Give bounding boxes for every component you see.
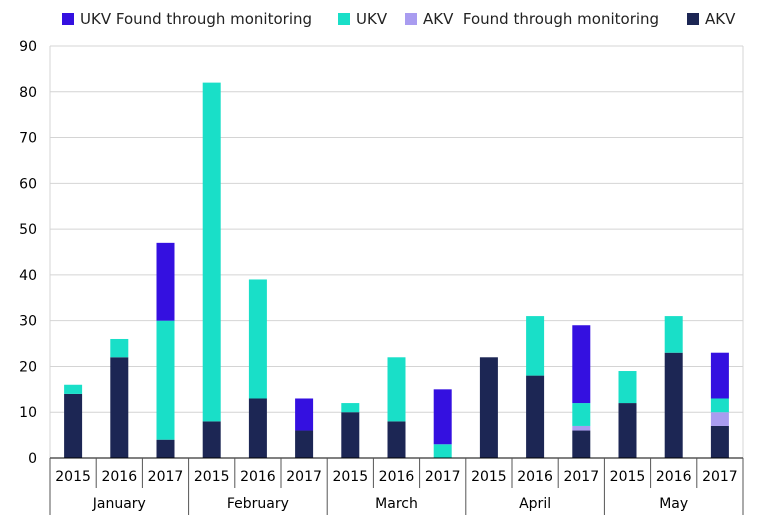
x-tick-label-year: 2016	[656, 469, 692, 485]
bar-march-2016-akv	[387, 421, 406, 458]
bar-may-2017-akv	[710, 425, 729, 458]
legend: UKV Found through monitoring UKV AKV Found…	[62, 10, 736, 28]
x-tick-label-year: 2017	[286, 469, 322, 485]
bar-may-2017-ukv	[710, 398, 729, 413]
bar-january-2015-akv	[64, 393, 83, 458]
x-tick-label-year: 2016	[517, 469, 553, 485]
x-group-label-april: April	[519, 496, 551, 512]
x-tick-label-year: 2015	[332, 469, 368, 485]
x-tick-label-year: 2016	[240, 469, 276, 485]
x-tick-label-year: 2015	[55, 469, 91, 485]
legend-label-4: AKV	[705, 10, 736, 28]
x-tick-label-year: 2017	[702, 469, 738, 485]
bar-january-2017-ukv	[156, 320, 175, 440]
x-group-label-may: May	[659, 496, 688, 512]
y-tick-label-90: 90	[19, 39, 37, 55]
y-axis-ticks: 0 10 20 30 40 50 60 70 80 90	[19, 39, 37, 467]
x-group-label-january: January	[92, 496, 146, 512]
x-group-label-march: March	[375, 496, 418, 512]
y-tick-label-50: 50	[19, 222, 37, 238]
legend-label-2: UKV	[356, 10, 388, 28]
bar-february-2015-ukv	[202, 82, 221, 422]
bar-january-2016-ukv	[110, 338, 129, 358]
legend-label-3: AKV Found through monitoring	[423, 10, 659, 28]
bar-february-2016-ukv	[248, 279, 267, 399]
legend-swatch-3	[405, 13, 417, 25]
x-tick-label-year: 2017	[425, 469, 461, 485]
y-tick-label-40: 40	[19, 268, 37, 284]
x-tick-label-year: 2015	[471, 469, 507, 485]
bar-may-2016-ukv	[664, 316, 683, 353]
y-tick-label-70: 70	[19, 131, 37, 147]
bar-january-2016-akv	[110, 357, 129, 458]
legend-swatch-4	[687, 13, 699, 25]
y-tick-label-10: 10	[19, 405, 37, 421]
x-tick-label-year: 2015	[610, 469, 646, 485]
bar-february-2015-akv	[202, 421, 221, 458]
y-tick-label-60: 60	[19, 176, 37, 192]
bar-may-2016-akv	[664, 352, 683, 458]
bar-may-2015-akv	[618, 403, 637, 458]
y-tick-label-30: 30	[19, 314, 37, 330]
bar-april-2017-akv-found-through-monitoring	[572, 425, 591, 431]
bars	[64, 82, 729, 458]
x-tick-label-year: 2016	[101, 469, 137, 485]
y-tick-label-20: 20	[19, 359, 37, 375]
bar-may-2015-ukv	[618, 371, 637, 404]
bar-february-2017-ukv-found-through-monitoring	[295, 398, 314, 431]
bar-april-2017-ukv	[572, 403, 591, 426]
x-tick-label-year: 2016	[379, 469, 415, 485]
bar-april-2015-akv	[479, 357, 498, 458]
bar-april-2017-ukv-found-through-monitoring	[572, 325, 591, 404]
y-tick-label-0: 0	[28, 451, 37, 467]
legend-label-1: UKV Found through monitoring	[80, 10, 312, 28]
bar-march-2015-ukv	[341, 403, 360, 413]
bar-april-2016-ukv	[526, 316, 545, 376]
bar-january-2017-akv	[156, 439, 175, 458]
bar-april-2017-akv	[572, 430, 591, 458]
bar-march-2017-ukv	[433, 444, 452, 458]
x-axis: 2015 2016 2017 2015 2016 2017 2015 2016 2017 2015…	[49, 457, 744, 515]
x-tick-label-year: 2015	[194, 469, 230, 485]
bar-february-2016-akv	[248, 398, 267, 458]
x-tick-label-year: 2017	[148, 469, 184, 485]
x-tick-label-year: 2017	[563, 469, 599, 485]
bar-may-2017-akv-found-through-monitoring	[710, 412, 729, 426]
bar-february-2017-akv	[295, 430, 314, 458]
bar-march-2016-ukv	[387, 357, 406, 422]
x-group-label-february: February	[227, 496, 289, 512]
bar-april-2016-akv	[526, 375, 545, 458]
bar-march-2017-ukv-found-through-monitoring	[433, 389, 452, 445]
bar-march-2015-akv	[341, 412, 360, 458]
legend-swatch-1	[62, 13, 74, 25]
bar-january-2015-ukv	[64, 384, 83, 394]
bar-may-2017-ukv-found-through-monitoring	[710, 352, 729, 399]
bar-january-2017-ukv-found-through-monitoring	[156, 242, 175, 321]
y-tick-label-80: 80	[19, 85, 37, 101]
legend-swatch-2	[338, 13, 350, 25]
